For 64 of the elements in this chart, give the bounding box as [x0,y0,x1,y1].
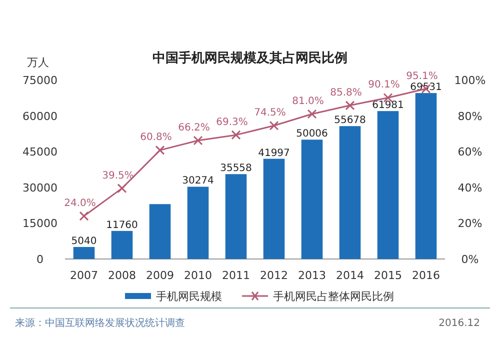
data-label: 69.3% [216,116,248,128]
data-label: 74.5% [254,108,286,119]
data-label: 55678 [334,115,366,126]
bar [111,230,133,259]
x-tick-label: 2007 [70,269,98,282]
data-label: 50006 [296,128,328,140]
point [193,136,203,146]
bar [301,140,323,259]
y2-tick-label: 80% [458,110,482,123]
data-label: 60.8% [140,132,172,144]
y-axis-title: 万人 [27,56,49,69]
bar [339,126,361,259]
y2-tick-label: 60% [458,146,482,159]
bar [263,158,285,259]
data-label: 90.1% [368,80,400,91]
chart-title: 中国手机网民规模及其占网民比例 [152,50,348,66]
x-tick-label: 2008 [108,269,136,282]
data-label: 66.2% [178,122,210,134]
y-tick-label: 15000 [22,217,58,230]
bar [149,204,171,259]
x-tick-label: 2016 [412,269,440,282]
bar [377,111,399,259]
y2-tick-label: 20% [458,217,482,230]
data-label: 24.0% [64,198,96,210]
bar [187,186,209,259]
x-tick-label: 2013 [298,269,326,282]
point [79,211,89,221]
y2-tick-label: 0% [461,253,479,266]
source-note: 来源：中国互联网络发展状况统计调查 [15,317,185,329]
y-tick-label: 45000 [22,146,58,159]
x-tick-label: 2012 [260,269,288,282]
data-label: 41997 [258,148,290,159]
point [307,109,317,119]
point [117,184,127,194]
y-tick-label: 75000 [22,74,58,87]
y-tick-label: 60000 [22,110,58,123]
legend-label: 手机网民占整体网民比例 [273,290,394,303]
point [155,145,165,155]
y2-tick-label: 40% [458,181,482,194]
y2-tick-label: 100% [454,74,486,87]
legend-label: 手机网民规模 [156,290,222,303]
data-label: 39.5% [102,170,134,182]
text: 2016.12 [438,318,480,329]
y-tick-label: 30000 [22,181,58,194]
data-label: 61981 [372,100,404,112]
x-tick-label: 2011 [222,269,250,282]
x-tick-label: 2010 [184,269,212,282]
point [345,100,355,110]
bar [415,93,437,259]
data-label: 30274 [182,176,214,187]
y-tick-label: 0 [36,253,44,266]
data-label: 81.0% [292,96,324,108]
data-label: 95.1% [406,70,438,82]
x-tick-label: 2014 [336,269,364,282]
bar [225,174,247,259]
x-tick-label: 2009 [146,269,174,282]
bar [73,246,95,259]
data-label: 35558 [220,163,252,174]
point [231,130,241,140]
x-tick-label: 2015 [374,269,402,282]
data-label: 11760 [106,220,138,231]
point [269,120,279,130]
data-label: 5040 [71,236,97,247]
data-label: 85.8% [330,87,362,98]
